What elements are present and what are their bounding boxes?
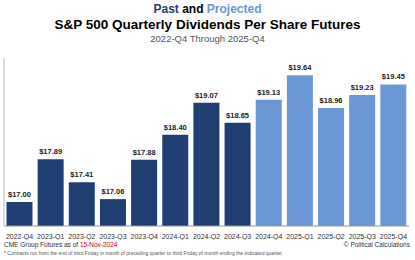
svg-text:$18.40: $18.40 (164, 123, 187, 132)
svg-text:$17.06: $17.06 (101, 187, 124, 196)
svg-text:2025-Q1: 2025-Q1 (286, 233, 313, 240)
svg-text:2023-Q3: 2023-Q3 (99, 233, 126, 240)
svg-text:$18.96: $18.96 (320, 96, 343, 105)
svg-text:$19.64: $19.64 (288, 63, 312, 72)
svg-text:$17.88: $17.88 (133, 148, 156, 157)
html-text:* Contracts run from the end o: * Contracts run from the end of third Fr… (4, 250, 283, 256)
svg-text:2023-Q1: 2023-Q1 (37, 233, 64, 240)
svg-text:$19.07: $19.07 (195, 91, 218, 100)
svg-text:$19.23: $19.23 (351, 83, 374, 92)
html-text:Past and Projected: Past and Projected (153, 2, 262, 16)
html-text:S&P 500 Quarterly Dividends Pe: S&P 500 Quarterly Dividends Per Share Fu… (54, 17, 361, 32)
svg-text:2024-Q3: 2024-Q3 (224, 233, 251, 240)
html-text:CME Group Futures as of 15-Nov: CME Group Futures as of 15-Nov-2024 (4, 241, 118, 248)
svg-text:$17.89: $17.89 (39, 147, 62, 156)
svg-text:$17.41: $17.41 (70, 170, 93, 179)
svg-text:2024-Q4: 2024-Q4 (255, 233, 282, 240)
svg-text:2025-Q3: 2025-Q3 (349, 233, 376, 240)
svg-text:$19.13: $19.13 (257, 88, 280, 97)
html-text:© Political Calculations: © Political Calculations (343, 241, 410, 248)
svg-text:2024-Q2: 2024-Q2 (193, 233, 220, 240)
svg-text:2025-Q4: 2025-Q4 (380, 233, 407, 240)
svg-text:$19.45: $19.45 (382, 72, 405, 81)
svg-text:$18.65: $18.65 (226, 111, 249, 120)
svg-text:2025-Q2: 2025-Q2 (317, 233, 344, 240)
svg-text:2023-Q2: 2023-Q2 (68, 233, 95, 240)
svg-text:2022-Q4: 2022-Q4 (8, 233, 33, 240)
svg-text:2024-Q1: 2024-Q1 (162, 233, 189, 240)
svg-text:2023-Q4: 2023-Q4 (131, 233, 158, 240)
svg-text:$17.00: $17.00 (8, 190, 31, 199)
html-text:2022-Q4 Through 2025-Q4: 2022-Q4 Through 2025-Q4 (150, 33, 265, 44)
